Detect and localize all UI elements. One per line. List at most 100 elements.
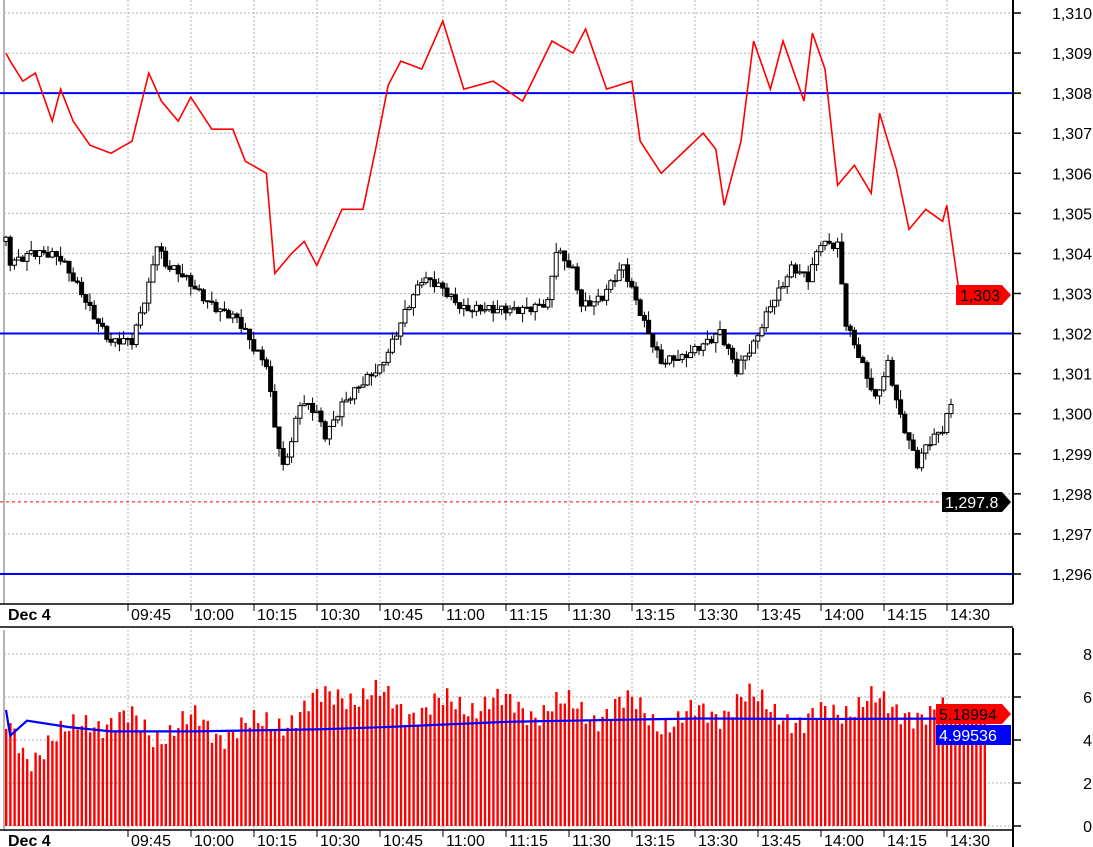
candle-bearish [200,289,206,302]
volume-last-badge: 5.18994 [936,704,1011,724]
volume-bar [882,691,886,826]
volume-bar [467,716,470,826]
candle-bullish [931,433,937,446]
volume-bar [731,717,734,826]
volume-bar [118,712,121,826]
candle-bullish [301,403,307,407]
candle-bullish [146,281,152,304]
volume-bar [206,720,209,826]
volume-bar [336,689,340,826]
candle-bearish [280,448,286,465]
x-tick-label: 13:45 [761,607,801,624]
volume-bar [105,724,109,826]
candle-bearish [805,271,811,283]
candle-bearish [587,300,593,307]
volume-bar [698,705,701,826]
candle-bullish [331,419,337,427]
x-tick-label: 10:45 [383,833,423,847]
price-tick-label: 1,304 [1052,246,1092,263]
volume-bar [26,759,29,826]
volume-bar [630,696,634,826]
candle-bearish [641,314,647,321]
candle-bearish [469,310,475,313]
volume-bar [198,725,201,826]
volume-bar [525,725,529,826]
price-tick-label: 1,302 [1052,327,1092,344]
volume-bar [609,719,613,826]
candle-bullish [255,349,261,352]
volume-bar [710,711,713,826]
candle-bearish [898,399,904,415]
candle-bullish [133,324,139,346]
volume-bar [370,695,373,826]
volume-bar [320,701,323,826]
volume-bar [618,696,621,826]
volume-bar [719,728,722,826]
candle-bearish [730,347,736,360]
volume-bar [131,706,134,826]
volume-bar [420,707,424,826]
candle-bearish [457,302,463,310]
volume-bar [790,733,793,826]
candle-bullish [410,294,416,309]
volume-bar [517,701,520,826]
candle-bearish [158,246,164,252]
volume-bar [647,725,650,826]
volume-bar [341,698,344,826]
x-tick-label: 09:45 [131,833,171,847]
volume-bar [941,697,944,826]
volume-bar [17,753,20,826]
candle-bearish [196,288,202,291]
volume-bar [189,714,193,826]
volume-bar [744,701,747,826]
volume-y-ticks: 0 2 4 6 8 [1013,647,1092,836]
candle-bearish [259,349,265,361]
candle-bullish [448,294,454,298]
volume-bar [945,709,949,826]
candle-bearish [503,305,509,314]
candle-bullish [28,250,34,255]
volume-bar [685,711,688,826]
candle-bullish [776,287,782,301]
candle-bullish [818,245,824,253]
volume-bar [488,709,491,826]
volume-bar [576,708,579,826]
red-line-series [5,18,985,295]
volume-bar [156,731,159,826]
candle-bearish [541,304,547,308]
x-tick-label: 14:30 [950,607,990,624]
candle-bullish [704,338,710,345]
x-tick-label: 10:30 [320,833,360,847]
candle-bearish [910,439,916,451]
volume-bar [584,723,587,826]
volume-bar [874,702,877,826]
volume-bar [782,720,785,826]
volume-bar [404,725,407,826]
candle-bearish [188,275,194,287]
candle-bearish [104,325,110,340]
candle-bearish [440,282,446,289]
volume-bar [626,690,629,826]
volume-bar [975,714,978,826]
volume-bar [878,698,881,826]
candle-bullish [700,343,706,351]
candle-bullish [297,405,303,419]
candle-bearish [696,345,702,351]
volume-bar [950,715,953,826]
volume-bar [152,747,155,826]
horizontal-lines [0,92,1013,575]
volume-bar [307,711,310,826]
volume-bar [412,712,415,826]
candle-bearish [515,307,521,314]
x-tick-label: 10:00 [194,607,234,624]
volume-bar [748,683,751,826]
volume-bar [387,685,390,826]
volume-bar [114,730,117,826]
candle-bearish [238,316,244,329]
candle-bearish [276,426,282,450]
volume-bar [815,719,818,826]
candle-bullish [16,256,22,261]
candle-bearish [637,299,643,316]
volume-bar [93,727,96,826]
